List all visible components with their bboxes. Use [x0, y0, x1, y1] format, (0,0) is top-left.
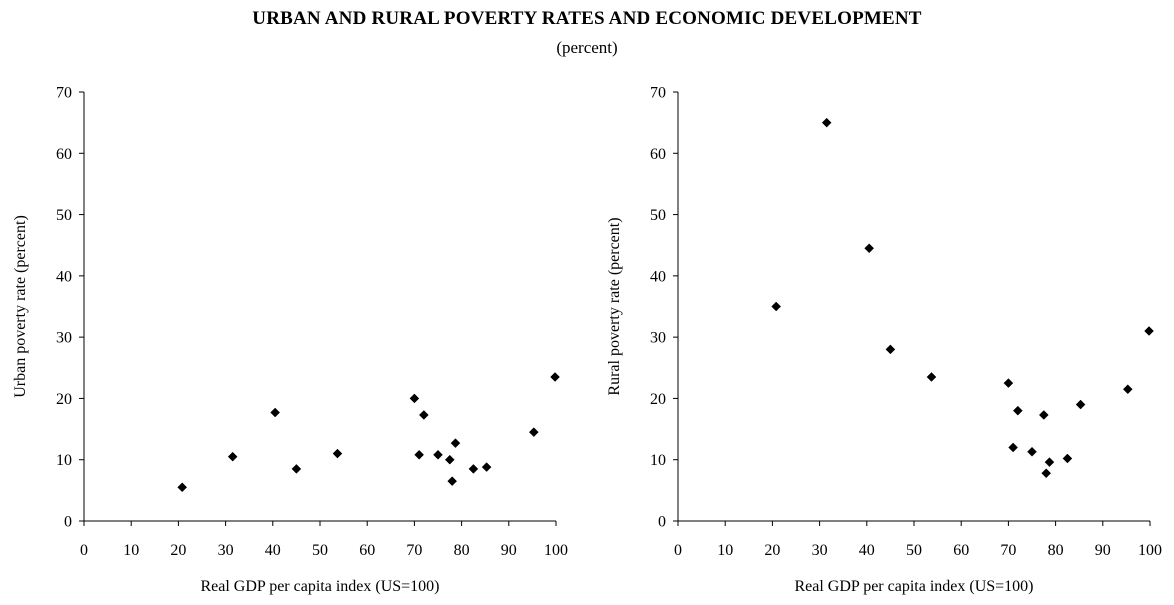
rural-x-tick-label: 50	[906, 542, 922, 559]
urban-x-tick-label: 40	[265, 542, 281, 559]
urban-x-tick-label: 90	[501, 542, 517, 559]
urban-y-axis-label: Urban poverty rate (percent)	[12, 215, 29, 398]
rural-x-tick-label: 70	[1000, 542, 1016, 559]
rural-data-point	[771, 301, 782, 312]
rural-x-axis-label: Real GDP per capita index (US=100)	[794, 578, 1033, 595]
urban-x-tick-label: 30	[218, 542, 234, 559]
rural-y-tick-label: 30	[650, 330, 666, 347]
rural-y-axis-label: Rural poverty rate (percent)	[606, 217, 623, 395]
rural-data-point	[1144, 326, 1154, 336]
urban-x-tick-label: 100	[544, 542, 568, 559]
urban-data-point	[481, 462, 492, 472]
rural-y-tick-label: 10	[650, 452, 666, 469]
rural-data-point	[1003, 378, 1014, 388]
urban-data-point	[447, 476, 458, 487]
rural-x-tick-label: 0	[674, 542, 682, 559]
rural-x-tick-label: 100	[1138, 542, 1162, 559]
urban-y-tick-label: 60	[56, 146, 72, 163]
chart-subtitle: (percent)	[556, 38, 618, 57]
rural-x-tick-label: 80	[1048, 542, 1064, 559]
urban-data-point	[291, 464, 302, 474]
urban-poverty-panel: 0 10 20 30 40 50 60 70 0 10 20 30 40 50 60 70 80 90 100 Rea…	[12, 85, 568, 596]
urban-y-tick-label: 40	[56, 268, 72, 285]
urban-data-point	[418, 410, 429, 420]
urban-y-tick-label: 70	[56, 85, 72, 102]
urban-x-tick-label: 80	[454, 542, 470, 559]
urban-data-point	[332, 448, 343, 459]
rural-x-tick-label: 90	[1095, 542, 1111, 559]
rural-x-tick-label: 20	[764, 542, 780, 559]
rural-y-tick-label: 20	[650, 391, 666, 408]
rural-y-tick-label: 0	[658, 514, 666, 531]
urban-x-tick-label: 0	[80, 542, 88, 559]
rural-x-tick-label: 30	[812, 542, 828, 559]
urban-data-point	[409, 393, 420, 404]
rural-x-tick-label: 10	[717, 542, 733, 559]
rural-data-point	[1027, 446, 1037, 457]
rural-data-point	[926, 372, 937, 382]
rural-data-point	[1075, 399, 1086, 410]
rural-data-point	[1044, 457, 1055, 468]
rural-data-point	[864, 243, 875, 254]
urban-data-point	[270, 407, 281, 418]
urban-x-tick-label: 70	[406, 542, 422, 559]
urban-y-tick-label: 10	[56, 452, 72, 469]
rural-x-tick-label: 60	[953, 542, 969, 559]
rural-y-tick-label: 50	[650, 207, 666, 224]
rural-poverty-panel: 0 10 20 30 40 50 60 70 0 10 20 30 40 50 60 70 80 90 100 Rea…	[606, 85, 1162, 596]
rural-x-tick-label: 40	[859, 542, 875, 559]
rural-data-point	[821, 117, 832, 128]
rural-data-point	[1012, 405, 1023, 416]
urban-x-tick-label: 60	[359, 542, 375, 559]
chart-title: URBAN AND RURAL POVERTY RATES AND ECONOM…	[252, 8, 922, 29]
urban-data-point	[414, 449, 424, 460]
urban-x-axis-label: Real GDP per capita index (US=100)	[200, 578, 439, 595]
rural-data-point	[1122, 384, 1133, 395]
urban-data-point	[444, 454, 455, 465]
urban-data-point	[468, 464, 479, 474]
rural-data-point	[1038, 410, 1049, 420]
rural-data-point	[885, 344, 896, 355]
urban-y-tick-label: 30	[56, 330, 72, 347]
urban-y-tick-label: 50	[56, 207, 72, 224]
rural-y-tick-label: 60	[650, 146, 666, 163]
rural-y-tick-label: 40	[650, 268, 666, 285]
urban-data-point	[528, 427, 539, 437]
rural-y-tick-label: 70	[650, 85, 666, 102]
urban-x-tick-label: 50	[312, 542, 328, 559]
rural-data-point	[1041, 468, 1052, 479]
urban-x-tick-label: 10	[123, 542, 139, 559]
rural-data-point	[1062, 453, 1073, 464]
urban-data-point	[450, 438, 461, 449]
rural-data-point	[1008, 442, 1018, 453]
urban-data-point	[177, 482, 188, 493]
urban-y-tick-label: 20	[56, 391, 72, 408]
urban-data-point	[550, 372, 560, 382]
urban-y-tick-label: 0	[64, 514, 72, 531]
urban-data-point	[227, 451, 238, 462]
urban-data-point	[433, 449, 443, 460]
urban-x-tick-label: 20	[170, 542, 186, 559]
